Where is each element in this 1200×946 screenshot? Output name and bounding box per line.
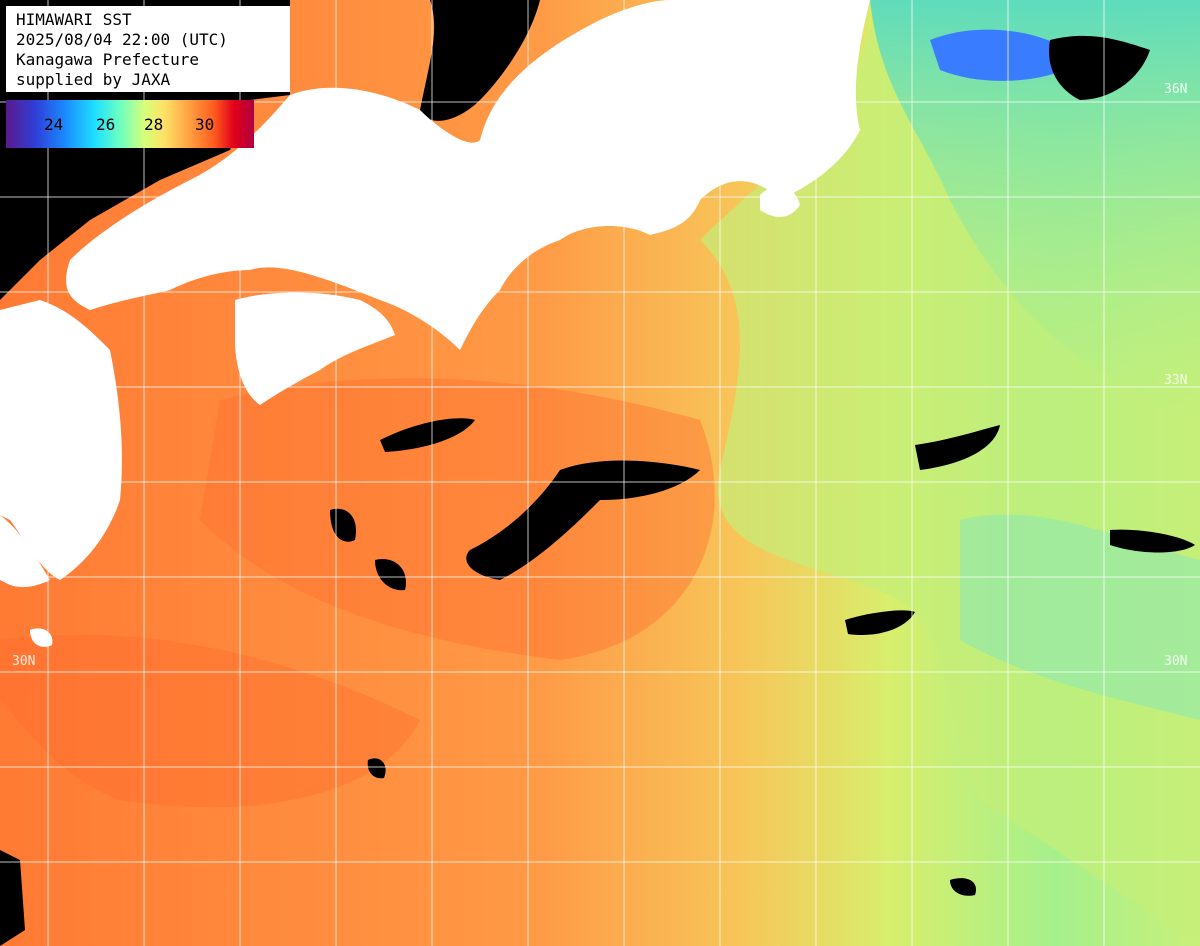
land-honshu [66,0,870,350]
land-kyushu [0,300,122,580]
cloud-southeast-2 [950,878,976,896]
cold-water-north [870,0,1200,420]
scale-tick-24: 24 [44,115,64,134]
title-line-agency: Kanagawa Prefecture [16,50,200,69]
cloud-south [367,758,386,779]
cloud-east [915,425,1000,470]
land-kii [396,236,480,345]
cloud-southwest-2 [375,559,406,591]
title-line-product: HIMAWARI SST [16,10,132,29]
map-info-box: HIMAWARI SST 2025/08/04 22:00 (UTC) Kana… [6,6,290,92]
cloud-southeast [845,610,915,636]
warm-core [200,378,715,660]
cloud-far-east [1110,529,1195,553]
scale-tick-26: 26 [96,115,116,134]
lat-label-36n: 36N [1164,82,1188,97]
temperature-color-scale: 24 26 28 30 [6,100,254,148]
cloud-north-peninsula [420,0,540,121]
land-osumi [0,515,50,588]
land-tanegashima [30,628,53,647]
lat-label-30n-east: 30N [1164,654,1188,669]
title-line-datetime: 2025/08/04 22:00 (UTC) [16,30,228,49]
title-line-supplier: supplied by JAXA [16,70,171,89]
lat-label-33n: 33N [1164,373,1188,388]
cold-band-east [960,514,1200,720]
cloud-west [380,418,475,452]
lat-label-30n-west: 30N [12,654,36,669]
cloud-center [466,460,700,580]
cloud-northeast [1049,35,1150,100]
warm-core-south [0,634,420,808]
land-shikoku [235,292,395,405]
land-izu [760,186,800,217]
scale-tick-28: 28 [144,115,164,134]
scale-tick-30: 30 [195,115,215,134]
cold-eddy [930,29,1080,81]
cloud-west-edge [0,850,25,946]
